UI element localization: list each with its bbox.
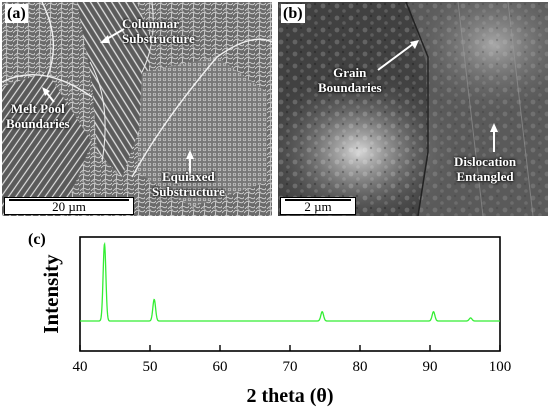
tem-micrograph-b: (b) Grain Boundaries Dislocation Entangl… (278, 2, 548, 216)
x-tick-label: 40 (73, 359, 88, 375)
columnar-substructure-text: Columnar Substructure (122, 16, 195, 46)
x-tick-label: 80 (353, 359, 368, 375)
panel-b-tag: (b) (281, 4, 305, 23)
x-tick-label: 90 (423, 359, 438, 375)
micrograph-b-image (278, 2, 548, 216)
equiaxed-substructure-label: Equiaxed Substructure (152, 169, 225, 199)
x-axis-ticks: 40 50 60 70 80 90 100 (73, 345, 512, 375)
micrograph-a-image (2, 2, 272, 216)
panel-c-tag: (c) (28, 231, 46, 248)
equiaxed-substructure-text: Equiaxed Substructure (152, 169, 225, 199)
scale-bar-a-label: 20 µm (52, 199, 86, 214)
columnar-substructure-label: Columnar Substructure (122, 16, 195, 46)
scale-bar-b: 2 µm (280, 197, 356, 215)
scale-bar-b-label: 2 µm (304, 199, 332, 214)
scale-bar-a: 20 µm (4, 197, 134, 215)
x-tick-label: 70 (283, 359, 298, 375)
dislocation-entangled-text: Dislocation Entangled (454, 154, 517, 184)
xrd-pattern-panel: (c) 40 50 60 70 80 90 100 Intensity 2 theta (θ… (0, 230, 550, 413)
grain-boundaries-label: Grain Boundaries (318, 65, 382, 95)
xrd-intensity-line (80, 241, 500, 322)
x-tick-label: 100 (489, 359, 512, 375)
y-axis-label: Intensity (39, 254, 63, 334)
x-tick-label: 50 (143, 359, 158, 375)
x-tick-label: 60 (213, 359, 228, 375)
x-axis-label: 2 theta (θ) (246, 385, 333, 407)
melt-pool-boundaries-label: Melt Pool Boundaries (6, 101, 70, 131)
panel-a-tag: (a) (5, 4, 28, 23)
dislocation-entangled-label: Dislocation Entangled (454, 154, 516, 184)
xrd-chart: 40 50 60 70 80 90 100 Intensity 2 theta (θ) (39, 236, 512, 407)
plot-frame (79, 236, 501, 352)
grain-boundaries-text: Grain Boundaries (318, 65, 382, 95)
melt-pool-boundaries-text: Melt Pool Boundaries (6, 101, 70, 131)
sem-micrograph-a: (a) Columnar Substructure Melt Pool Boun… (2, 2, 272, 216)
